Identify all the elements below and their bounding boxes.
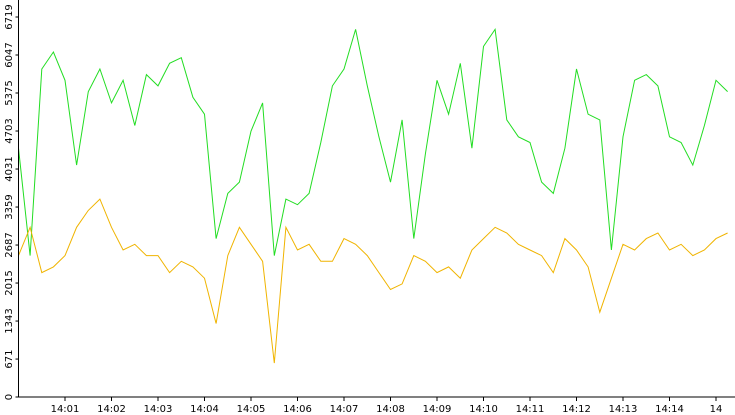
series-line bbox=[18, 28, 728, 256]
y-tick-label: 2015 bbox=[4, 270, 15, 295]
x-tick-label: 14 bbox=[710, 404, 723, 415]
y-tick-label: 0 bbox=[4, 394, 15, 400]
x-tick-label: 14:05 bbox=[237, 404, 266, 415]
x-tick-label: 14:14 bbox=[655, 404, 684, 415]
x-tick-label: 14:11 bbox=[516, 404, 545, 415]
y-tick-label: 2687 bbox=[4, 232, 15, 257]
y-tick-label: 3359 bbox=[4, 194, 15, 219]
x-tick-label: 14:03 bbox=[144, 404, 173, 415]
x-tick-label: 14:13 bbox=[609, 404, 638, 415]
x-tick-label: 14:12 bbox=[562, 404, 591, 415]
y-tick-label: 671 bbox=[4, 350, 15, 369]
series-line bbox=[18, 198, 728, 364]
y-tick-label: 4703 bbox=[4, 118, 15, 143]
x-tick-label: 14:04 bbox=[190, 404, 219, 415]
x-tick-label: 14:09 bbox=[423, 404, 452, 415]
x-tick-label: 14:02 bbox=[97, 404, 126, 415]
x-tick-label: 14:10 bbox=[469, 404, 498, 415]
x-tick-label: 14:07 bbox=[330, 404, 359, 415]
y-tick-label: 4031 bbox=[4, 156, 15, 181]
y-tick-label: 1343 bbox=[4, 308, 15, 333]
x-tick-label: 14:06 bbox=[283, 404, 312, 415]
x-tick-label: 14:01 bbox=[51, 404, 80, 415]
y-tick-label: 6719 bbox=[4, 4, 15, 29]
x-tick-label: 14:08 bbox=[376, 404, 405, 415]
y-tick-label: 6047 bbox=[4, 42, 15, 67]
y-tick-label: 5375 bbox=[4, 80, 15, 105]
